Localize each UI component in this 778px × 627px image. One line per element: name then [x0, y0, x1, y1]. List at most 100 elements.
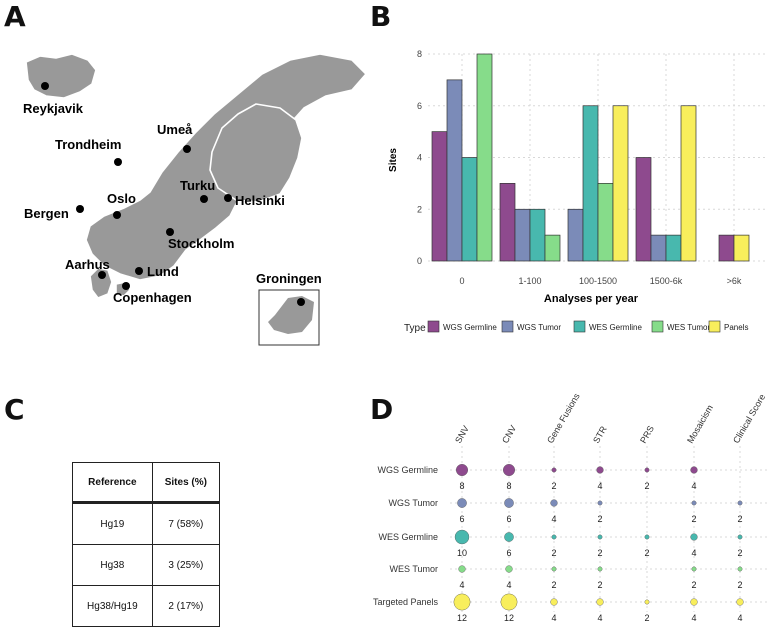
count-label: 2	[551, 481, 556, 491]
bubble	[690, 533, 698, 541]
bar	[544, 234, 561, 262]
count-label: 12	[457, 613, 467, 622]
bubble	[691, 566, 697, 572]
bar-chart: 0 2 4 6 8 0 1-100 100-1500 1500-6k >6k Sites Ana…	[388, 49, 768, 334]
inset-label: Groningen	[256, 271, 322, 286]
bubble	[457, 498, 467, 508]
bar	[582, 105, 599, 262]
bubble	[505, 565, 513, 573]
city-dot	[166, 228, 174, 236]
column-label: Gene Fusions	[545, 391, 582, 445]
y-tick-label: 6	[417, 101, 422, 111]
legend-label: WGS Tumor	[517, 323, 561, 332]
city-label: Stockholm	[168, 236, 234, 251]
bubble	[644, 467, 650, 473]
bar	[476, 53, 493, 262]
x-tick-label: 0	[459, 276, 464, 286]
bar	[680, 105, 697, 262]
bar	[499, 183, 516, 262]
bubble	[736, 598, 744, 606]
table-cell: Hg38	[72, 544, 153, 586]
bar	[612, 105, 629, 262]
x-tick-label: >6k	[727, 276, 742, 286]
bar	[650, 234, 667, 262]
bar	[635, 157, 652, 262]
count-label: 8	[459, 481, 464, 491]
table-cell: Hg19	[72, 502, 153, 545]
table-row: Hg19 7 (58%)	[72, 502, 221, 545]
count-label: 6	[506, 548, 511, 558]
panel-label-d: D	[370, 393, 394, 426]
bubble	[502, 463, 515, 476]
count-label: 10	[457, 548, 467, 558]
count-label: 4	[737, 613, 742, 622]
count-label: 2	[691, 580, 696, 590]
x-axis-label: Analyses per year	[544, 293, 639, 305]
y-tick-label: 4	[417, 153, 422, 163]
column-label: SNV	[453, 424, 471, 445]
row-label: WGS Germline	[377, 465, 438, 475]
table-header-row: Reference Sites (%)	[72, 462, 221, 504]
bubble	[737, 566, 743, 572]
city-label: Helsinki	[235, 193, 285, 208]
legend-swatch	[651, 320, 664, 333]
denmark-shape	[89, 267, 113, 299]
count-label: 2	[597, 580, 602, 590]
bubble	[454, 529, 470, 545]
legend-swatch	[708, 320, 721, 333]
bubble	[644, 534, 650, 540]
city-dot	[98, 271, 106, 279]
city-dot	[135, 267, 143, 275]
column-label: CNV	[500, 424, 518, 445]
city-dot	[297, 298, 305, 306]
city-dot	[183, 145, 191, 153]
bar	[529, 208, 546, 262]
column-header: Sites (%)	[151, 462, 221, 504]
column-label: Clinical Score	[731, 392, 767, 445]
legend-title: Type	[404, 323, 426, 334]
bubble	[690, 466, 698, 474]
legend-label: WGS Germline	[443, 323, 497, 332]
city-label: Trondheim	[55, 137, 121, 152]
bubble	[737, 534, 743, 540]
legend-swatch	[573, 320, 586, 333]
count-label: 4	[691, 548, 696, 558]
bubble	[504, 532, 514, 542]
bubble	[597, 534, 603, 540]
bubble	[737, 500, 743, 506]
legend-swatch	[427, 320, 440, 333]
bubble	[455, 463, 468, 476]
count-label: 6	[459, 514, 464, 524]
reference-table: Reference Sites (%) Hg19 7 (58%) Hg38 3 …	[72, 462, 221, 627]
city-dot	[76, 205, 84, 213]
column-label: STR	[591, 424, 609, 445]
count-label: 4	[597, 613, 602, 622]
table-cell: Hg38/Hg19	[72, 585, 153, 627]
bubble	[596, 466, 604, 474]
column-header: Reference	[72, 462, 153, 504]
city-label: Reykjavik	[23, 101, 84, 116]
bubble	[644, 599, 650, 605]
bubble	[550, 499, 558, 507]
count-label: 4	[506, 580, 511, 590]
bubble	[597, 500, 603, 506]
nordic-map: Reykjavik Trondheim Umeå Oslo Bergen Tur…	[23, 53, 367, 346]
bubble	[500, 593, 518, 611]
row-label: Targeted Panels	[373, 597, 439, 607]
city-label: Umeå	[157, 122, 193, 137]
bubble	[551, 534, 557, 540]
bubble	[551, 467, 557, 473]
y-tick-label: 0	[417, 256, 422, 266]
city-label: Oslo	[107, 191, 136, 206]
table-cell: 7 (58%)	[151, 502, 221, 545]
city-label: Bergen	[24, 206, 69, 221]
count-label: 2	[737, 514, 742, 524]
city-dot	[41, 82, 49, 90]
count-label: 2	[644, 548, 649, 558]
count-label: 2	[644, 613, 649, 622]
count-label: 2	[597, 548, 602, 558]
y-axis-label: Sites	[388, 148, 399, 172]
bar	[597, 183, 614, 262]
row-label: WES Tumor	[389, 564, 438, 574]
count-label: 4	[597, 481, 602, 491]
